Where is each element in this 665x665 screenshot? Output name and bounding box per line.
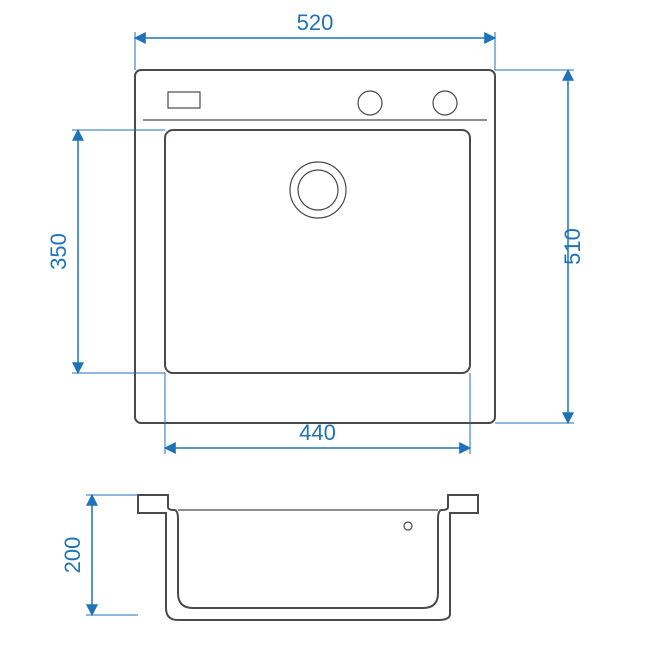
- side-view: [138, 495, 478, 620]
- dim-350: 350: [46, 130, 165, 373]
- dim-label-200: 200: [60, 537, 85, 574]
- dim-label-510: 510: [560, 228, 585, 265]
- dim-label-440: 440: [299, 420, 336, 445]
- technical-drawing: 520 510 350 440 200: [0, 0, 665, 665]
- dim-label-350: 350: [46, 233, 71, 270]
- dim-510: 510: [495, 70, 585, 423]
- dim-440: 440: [165, 373, 470, 454]
- dim-200: 200: [60, 495, 138, 615]
- dimensions: 520 510 350 440 200: [46, 10, 585, 615]
- top-view: [135, 70, 495, 423]
- dim-520: 520: [135, 10, 495, 70]
- dim-label-520: 520: [297, 10, 334, 35]
